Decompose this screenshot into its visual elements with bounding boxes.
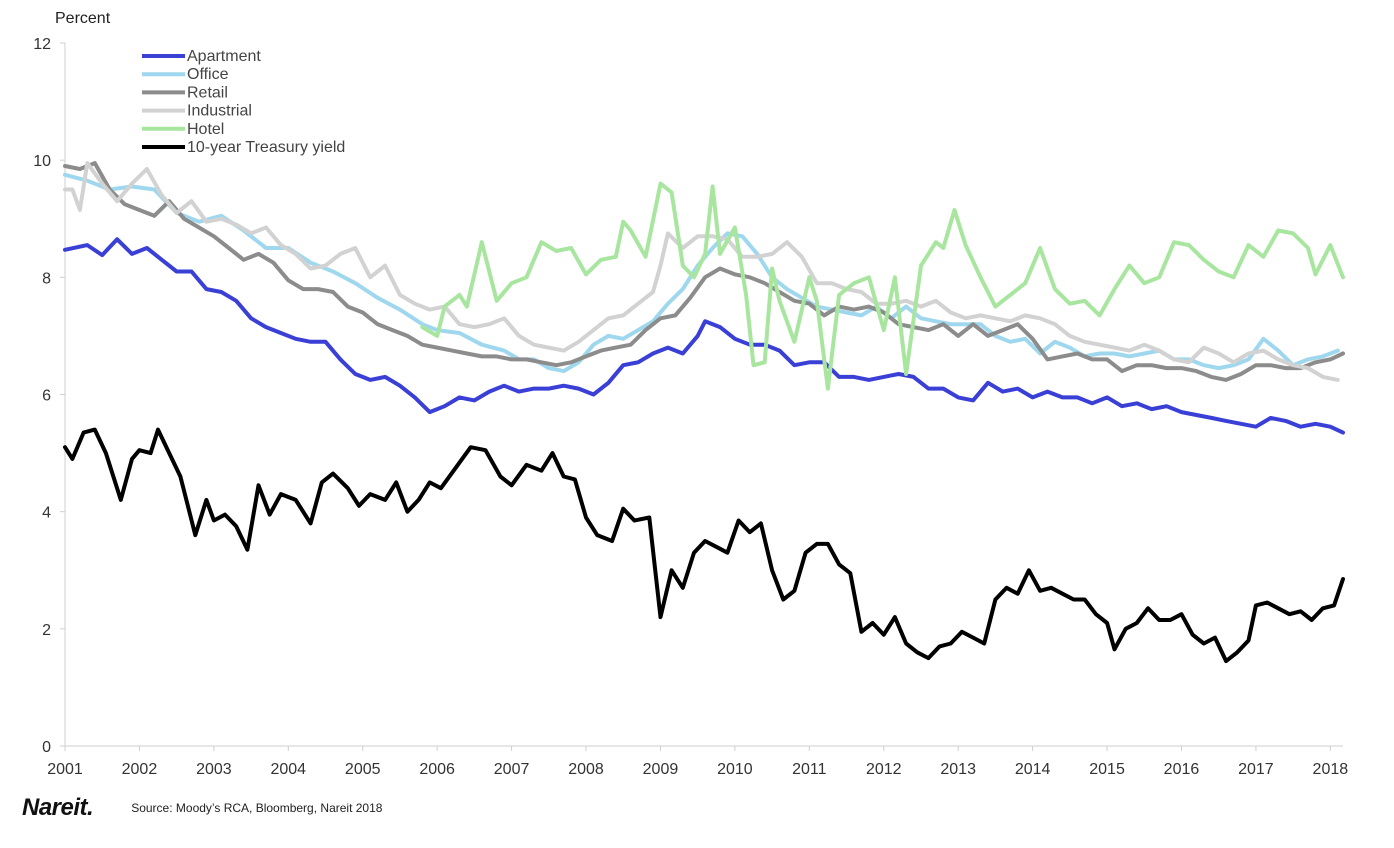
x-tick-label: 2012 [866, 761, 902, 778]
y-tick-label: 4 [42, 505, 51, 522]
x-tick-label: 2007 [494, 761, 530, 778]
x-tick-label: 2017 [1238, 761, 1274, 778]
legend-label-industrial: Industrial [187, 103, 252, 120]
x-tick-label: 2014 [1015, 761, 1051, 778]
legend-label-hotel: Hotel [187, 121, 224, 138]
footer: Nareit. Source: Moody’s RCA, Bloomberg, … [22, 793, 382, 823]
series-line-industrial [63, 161, 1340, 382]
axes: 0 2 4 6 8 10 12 2001 2002 2003 2004 2005 2006 2007 200… [33, 36, 1348, 778]
series-layer [63, 161, 1345, 664]
y-tick-label: 12 [33, 36, 51, 53]
series-line-10-year-treasury-yield [63, 427, 1345, 664]
x-tick-label: 2011 [792, 761, 827, 778]
x-tick-label: 2015 [1089, 761, 1125, 778]
x-tick-label: 2005 [345, 761, 381, 778]
legend-label-10-year-treasury-yield: 10-year Treasury yield [187, 139, 345, 156]
y-tick-label: 2 [42, 622, 51, 639]
series-line-hotel [420, 181, 1345, 391]
x-tick-label: 2008 [568, 761, 604, 778]
x-tick-label: 2002 [122, 761, 158, 778]
x-tick-label: 2009 [643, 761, 679, 778]
x-tick-label: 2006 [419, 761, 455, 778]
x-tick-label: 2004 [270, 761, 306, 778]
x-tick-label: 2016 [1164, 761, 1200, 778]
x-tick-label: 2018 [1313, 761, 1349, 778]
y-tick-label: 0 [42, 739, 51, 756]
y-axis-label: Percent [55, 10, 111, 27]
series-line-retail [63, 161, 1345, 382]
x-tick-label: 2001 [47, 761, 83, 778]
legend-label-retail: Retail [187, 84, 228, 101]
y-tick-label: 6 [42, 388, 51, 405]
x-tick-label: 2010 [717, 761, 753, 778]
x-tick-label: 2013 [940, 761, 976, 778]
legend-label-apartment: Apartment [187, 48, 261, 65]
line-chart: Percent 0 2 4 6 8 10 12 2001 2002 2003 2004 2005 200… [33, 10, 1348, 778]
series-line-apartment [63, 237, 1345, 435]
nareit-logo: Nareit. [22, 794, 94, 821]
source-note: Source: Moody’s RCA, Bloomberg, Nareit 2… [131, 801, 383, 815]
x-tick-label: 2003 [196, 761, 232, 778]
y-tick-label: 10 [33, 153, 51, 170]
y-tick-label: 8 [42, 270, 51, 287]
legend-label-office: Office [187, 66, 229, 83]
series-line-office [63, 172, 1340, 374]
